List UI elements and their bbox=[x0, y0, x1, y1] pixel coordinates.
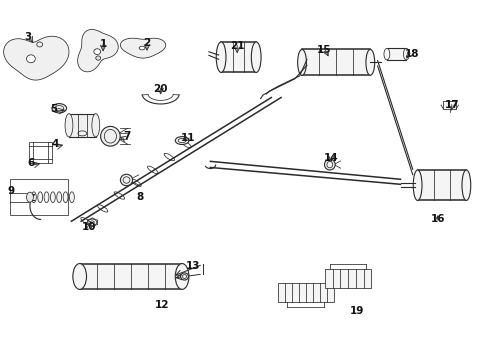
Text: 2: 2 bbox=[143, 38, 150, 48]
Bar bbox=[29, 142, 52, 163]
Ellipse shape bbox=[65, 114, 73, 137]
Ellipse shape bbox=[63, 192, 68, 203]
Polygon shape bbox=[3, 36, 69, 80]
Text: 6: 6 bbox=[27, 158, 35, 168]
Text: 16: 16 bbox=[429, 215, 444, 224]
Ellipse shape bbox=[73, 264, 86, 289]
Text: 13: 13 bbox=[185, 261, 200, 271]
Bar bbox=[277, 283, 333, 302]
Ellipse shape bbox=[92, 114, 100, 137]
Text: 19: 19 bbox=[349, 306, 363, 316]
Ellipse shape bbox=[324, 159, 334, 170]
Bar bbox=[325, 269, 370, 288]
Bar bbox=[69, 114, 96, 137]
Bar bbox=[443, 101, 455, 109]
Text: 21: 21 bbox=[229, 41, 244, 50]
Ellipse shape bbox=[94, 49, 101, 54]
Text: 1: 1 bbox=[99, 39, 106, 49]
Text: 9: 9 bbox=[8, 186, 15, 197]
Text: 4: 4 bbox=[52, 139, 59, 149]
Ellipse shape bbox=[461, 170, 470, 201]
Polygon shape bbox=[120, 38, 165, 58]
Bar bbox=[417, 170, 466, 201]
Ellipse shape bbox=[50, 192, 55, 203]
Ellipse shape bbox=[180, 273, 188, 280]
Ellipse shape bbox=[26, 55, 35, 63]
Ellipse shape bbox=[216, 42, 225, 72]
Text: 18: 18 bbox=[404, 49, 418, 59]
Ellipse shape bbox=[139, 46, 145, 50]
Ellipse shape bbox=[365, 49, 374, 75]
Ellipse shape bbox=[57, 192, 61, 203]
Bar bbox=[80, 264, 182, 289]
Ellipse shape bbox=[297, 49, 306, 75]
Ellipse shape bbox=[412, 170, 421, 201]
Bar bbox=[302, 49, 369, 75]
Bar bbox=[221, 42, 256, 72]
Bar bbox=[10, 179, 68, 215]
Text: 12: 12 bbox=[154, 300, 168, 310]
Ellipse shape bbox=[120, 174, 132, 186]
Ellipse shape bbox=[175, 136, 188, 144]
Ellipse shape bbox=[383, 48, 389, 60]
Text: 8: 8 bbox=[136, 192, 143, 202]
Ellipse shape bbox=[175, 264, 188, 289]
Text: 3: 3 bbox=[24, 32, 31, 41]
Ellipse shape bbox=[31, 192, 36, 203]
Ellipse shape bbox=[44, 192, 49, 203]
Ellipse shape bbox=[101, 126, 120, 146]
Text: 7: 7 bbox=[122, 131, 130, 141]
Text: 15: 15 bbox=[316, 45, 330, 55]
Bar bbox=[386, 48, 406, 60]
Text: 10: 10 bbox=[82, 222, 97, 231]
Ellipse shape bbox=[403, 48, 408, 60]
Ellipse shape bbox=[96, 56, 101, 60]
Ellipse shape bbox=[26, 192, 33, 202]
Text: 14: 14 bbox=[324, 153, 338, 163]
Text: 5: 5 bbox=[50, 104, 57, 114]
Ellipse shape bbox=[251, 42, 261, 72]
Text: 17: 17 bbox=[444, 100, 458, 110]
Ellipse shape bbox=[69, 192, 74, 203]
Polygon shape bbox=[78, 30, 118, 72]
Ellipse shape bbox=[52, 104, 66, 113]
Ellipse shape bbox=[38, 192, 42, 203]
Text: 11: 11 bbox=[181, 133, 195, 143]
Text: 20: 20 bbox=[153, 84, 167, 94]
